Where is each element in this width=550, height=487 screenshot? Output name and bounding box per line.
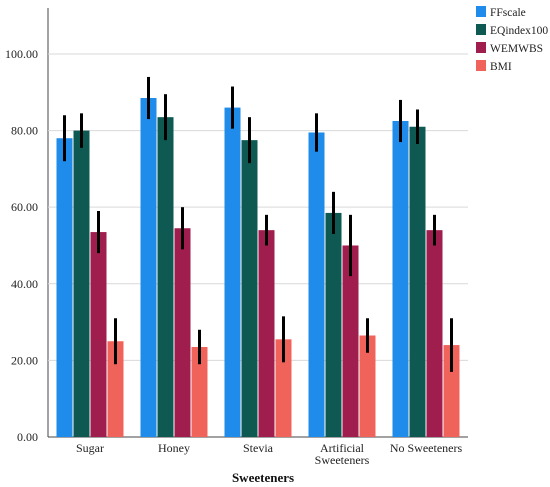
legend-swatch (476, 24, 486, 35)
x-tick-label: Stevia (243, 441, 274, 455)
legend-label: BMI (490, 61, 512, 73)
bar-eqindex100 (325, 212, 342, 437)
bar-bmi (443, 345, 460, 437)
bar-wemwbs (426, 230, 443, 437)
bar-wemwbs (174, 228, 191, 437)
bar-wemwbs (90, 232, 107, 437)
y-tick-label: 100.00 (5, 47, 38, 61)
legend-label: EQindex100 (490, 25, 548, 37)
x-tick-label-line: Stevia (243, 441, 274, 455)
legend-swatch (476, 60, 486, 71)
bar-bmi (359, 335, 376, 437)
bar-ffscale (392, 120, 409, 437)
bar-eqindex100 (157, 117, 174, 438)
y-tick-label: 20.00 (11, 353, 38, 367)
x-tick-labels: Sugar Honey Stevia Artificial Sweeteners No S… (76, 441, 462, 467)
legend-swatch (476, 42, 486, 53)
y-tick-label: 40.00 (11, 277, 38, 291)
bar-ffscale (224, 107, 241, 437)
bar-bmi (191, 346, 208, 437)
y-tick-labels: 0.00 20.00 40.00 60.00 80.00 100.00 (5, 47, 38, 444)
bar-ffscale (308, 132, 325, 437)
legend: FFscale EQindex100 WEMWBS BMI (476, 6, 548, 73)
legend-swatch (476, 6, 486, 17)
x-tick-label: Honey (158, 441, 190, 455)
legend-label: WEMWBS (490, 43, 543, 55)
bar-ffscale (56, 138, 73, 437)
bar-bmi (107, 341, 124, 437)
y-tick-label: 0.00 (17, 430, 38, 444)
x-tick-label-line: Artificial (320, 441, 365, 455)
bar-wemwbs (258, 230, 275, 437)
bars (56, 98, 460, 438)
x-tick-label: Artificial Sweeteners (315, 441, 370, 467)
y-tick-label: 80.00 (11, 124, 38, 138)
x-tick-label: Sugar (76, 441, 104, 455)
x-tick-label-line: Sweeteners (315, 453, 370, 467)
bar-eqindex100 (409, 126, 426, 437)
bar-bmi (275, 339, 292, 437)
y-tick-label: 60.00 (11, 200, 38, 214)
bar-eqindex100 (73, 130, 90, 438)
bar-ffscale (140, 98, 157, 437)
x-tick-label-line: Honey (158, 441, 190, 455)
x-axis-title: Sweeteners (232, 470, 294, 485)
x-tick-label-line: No Sweeteners (390, 441, 463, 455)
x-tick-label-line: Sugar (76, 441, 104, 455)
legend-label: FFscale (490, 7, 526, 19)
bar-eqindex100 (241, 140, 258, 437)
x-tick-label: No Sweeteners (390, 441, 463, 455)
bar-wemwbs (342, 245, 359, 437)
error-bars (63, 76, 453, 372)
